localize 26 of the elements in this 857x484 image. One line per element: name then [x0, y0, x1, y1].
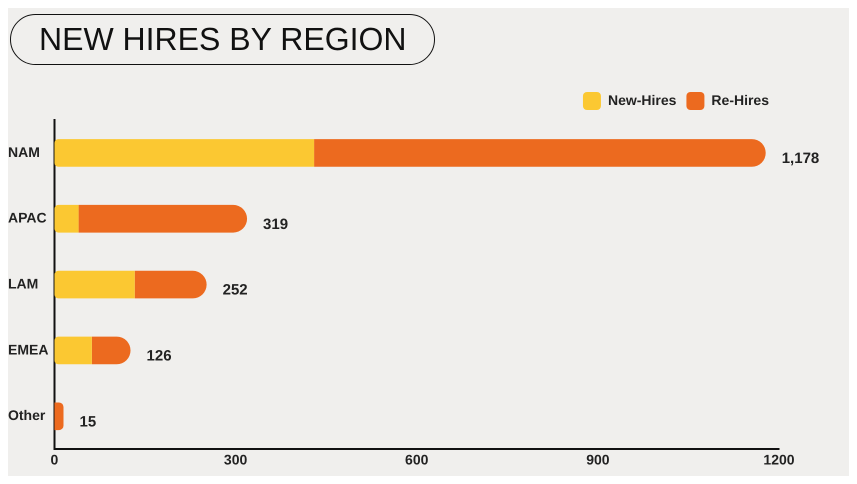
- y-tick-label: LAM: [8, 275, 38, 292]
- x-tick-label: 300: [224, 451, 248, 468]
- total-label: 319: [263, 216, 288, 233]
- total-label: 126: [146, 348, 172, 365]
- y-tick-label: Other: [8, 407, 46, 424]
- chart-title: NEW HIRES BY REGION: [10, 14, 436, 65]
- y-tick-label: APAC: [8, 210, 47, 226]
- x-tick-label: 1200: [763, 451, 795, 468]
- bar: [54, 204, 79, 233]
- bar: [314, 139, 766, 167]
- bar: [134, 270, 207, 298]
- total-label: 15: [80, 413, 96, 430]
- y-tick-label: NAM: [8, 144, 40, 160]
- legend-label: New-Hires: [608, 92, 677, 108]
- x-tick-label: 0: [50, 451, 59, 468]
- legend-label: Re-Hires: [711, 92, 770, 108]
- bar: [54, 336, 92, 364]
- x-tick-label: 900: [586, 451, 610, 468]
- y-tick-label: EMEA: [8, 341, 48, 358]
- bar: [78, 204, 248, 233]
- total-label: 1,178: [782, 150, 820, 168]
- bar: [54, 270, 135, 298]
- bar: [54, 139, 314, 167]
- bar: [54, 402, 64, 430]
- x-tick-label: 600: [405, 451, 429, 468]
- total-label: 252: [222, 282, 248, 299]
